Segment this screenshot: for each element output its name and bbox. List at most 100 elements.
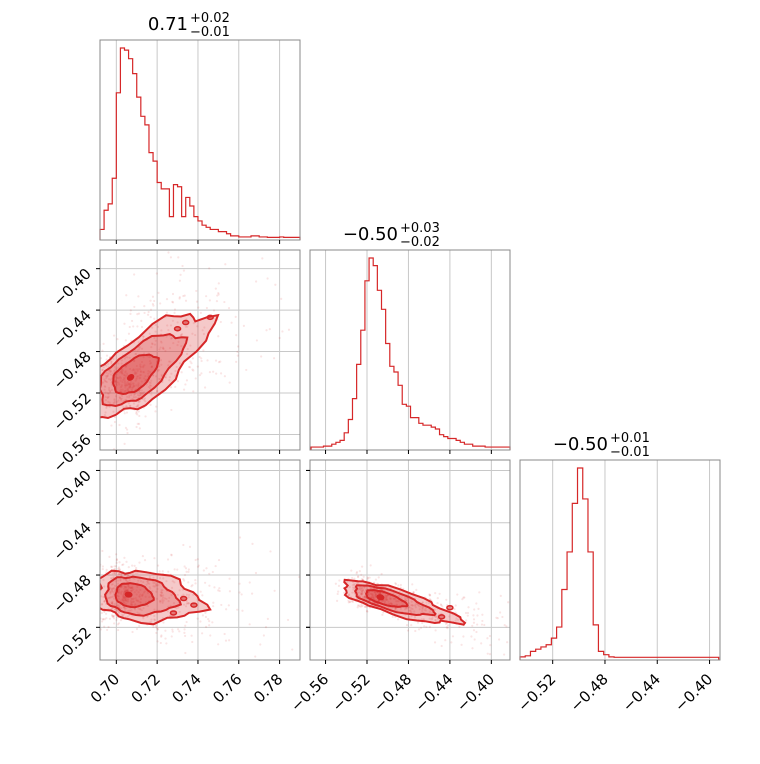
sample-point <box>153 585 156 588</box>
sample-point <box>160 341 163 344</box>
sample-point <box>139 598 143 601</box>
sample-point <box>366 576 370 579</box>
sample-point <box>251 542 254 545</box>
sample-point <box>353 587 356 590</box>
sample-point <box>142 370 145 374</box>
sample-point <box>179 273 182 276</box>
sample-point <box>149 384 153 387</box>
sample-point <box>129 383 132 386</box>
sample-point <box>127 586 131 589</box>
sample-point <box>122 596 125 599</box>
sample-point <box>159 641 162 645</box>
sample-point <box>384 599 387 602</box>
sample-point <box>405 599 409 602</box>
sample-point <box>183 294 186 297</box>
sample-point <box>384 597 387 600</box>
sample-point <box>125 607 128 610</box>
sample-point <box>191 640 194 644</box>
sample-point <box>111 587 114 590</box>
sample-point <box>205 567 208 570</box>
sample-point <box>107 625 110 629</box>
sample-point <box>469 668 471 670</box>
sample-point <box>117 628 120 632</box>
sample-point <box>149 299 152 302</box>
sample-point <box>390 603 394 606</box>
sample-point <box>118 588 121 592</box>
sample-point <box>88 410 90 412</box>
sample-point <box>153 343 157 346</box>
sample-point <box>373 591 377 594</box>
sample-point <box>394 607 397 610</box>
sample-point <box>119 578 122 581</box>
sample-point <box>161 600 164 603</box>
sample-point <box>345 580 349 584</box>
sample-point <box>416 621 420 624</box>
sample-point <box>373 597 376 600</box>
sample-point <box>181 264 184 268</box>
sample-point <box>150 365 154 368</box>
sample-point <box>126 589 129 592</box>
sample-point <box>94 365 96 367</box>
sample-point <box>453 608 456 611</box>
sample-point <box>156 587 159 591</box>
sample-point <box>111 601 114 604</box>
sample-point <box>356 606 359 609</box>
sample-point <box>129 380 132 384</box>
sample-point <box>175 365 178 369</box>
sample-point <box>125 602 128 605</box>
sample-point <box>118 568 121 571</box>
sample-point <box>104 399 107 402</box>
sample-point <box>389 598 392 601</box>
sample-point <box>135 371 138 374</box>
sample-point <box>148 387 152 390</box>
sample-point <box>280 297 283 300</box>
sample-point <box>378 599 381 602</box>
sample-point <box>205 295 208 298</box>
sample-point <box>287 328 291 331</box>
sample-point <box>182 388 186 391</box>
sample-point <box>154 583 158 586</box>
sample-point <box>396 618 400 621</box>
sample-point <box>130 597 133 600</box>
sample-point <box>165 335 168 338</box>
sample-point <box>140 325 144 329</box>
sample-point <box>456 593 459 596</box>
sample-point <box>178 610 181 614</box>
sample-point <box>164 349 167 353</box>
sample-point <box>100 603 103 606</box>
sample-point <box>178 279 182 282</box>
sample-point <box>351 586 355 589</box>
sample-point <box>428 594 431 597</box>
sample-point <box>212 601 215 604</box>
sample-point <box>358 604 361 607</box>
sample-point <box>107 362 110 366</box>
sample-point <box>123 357 127 360</box>
sample-point <box>110 424 113 427</box>
sample-point <box>100 595 103 598</box>
sample-point <box>481 613 484 616</box>
sample-point <box>137 422 141 425</box>
sample-point <box>391 615 394 618</box>
sample-point <box>116 602 119 605</box>
sample-point <box>148 575 151 578</box>
sample-point <box>133 392 137 396</box>
sample-point <box>130 604 134 607</box>
sample-point <box>160 363 163 366</box>
sample-point <box>423 625 426 628</box>
sample-point <box>191 368 194 371</box>
sample-point <box>191 584 194 587</box>
sample-point <box>129 599 133 603</box>
sample-point <box>133 591 136 594</box>
sample-point <box>473 638 476 641</box>
sample-point <box>268 328 271 331</box>
sample-point <box>183 573 187 577</box>
sample-point <box>251 592 254 595</box>
sample-point <box>105 612 108 615</box>
sample-point <box>352 588 355 591</box>
sample-point <box>101 368 104 372</box>
sample-point <box>348 600 351 604</box>
sample-point <box>121 369 124 372</box>
sample-point <box>254 655 257 658</box>
sample-point <box>496 617 499 620</box>
sample-point <box>184 567 188 570</box>
